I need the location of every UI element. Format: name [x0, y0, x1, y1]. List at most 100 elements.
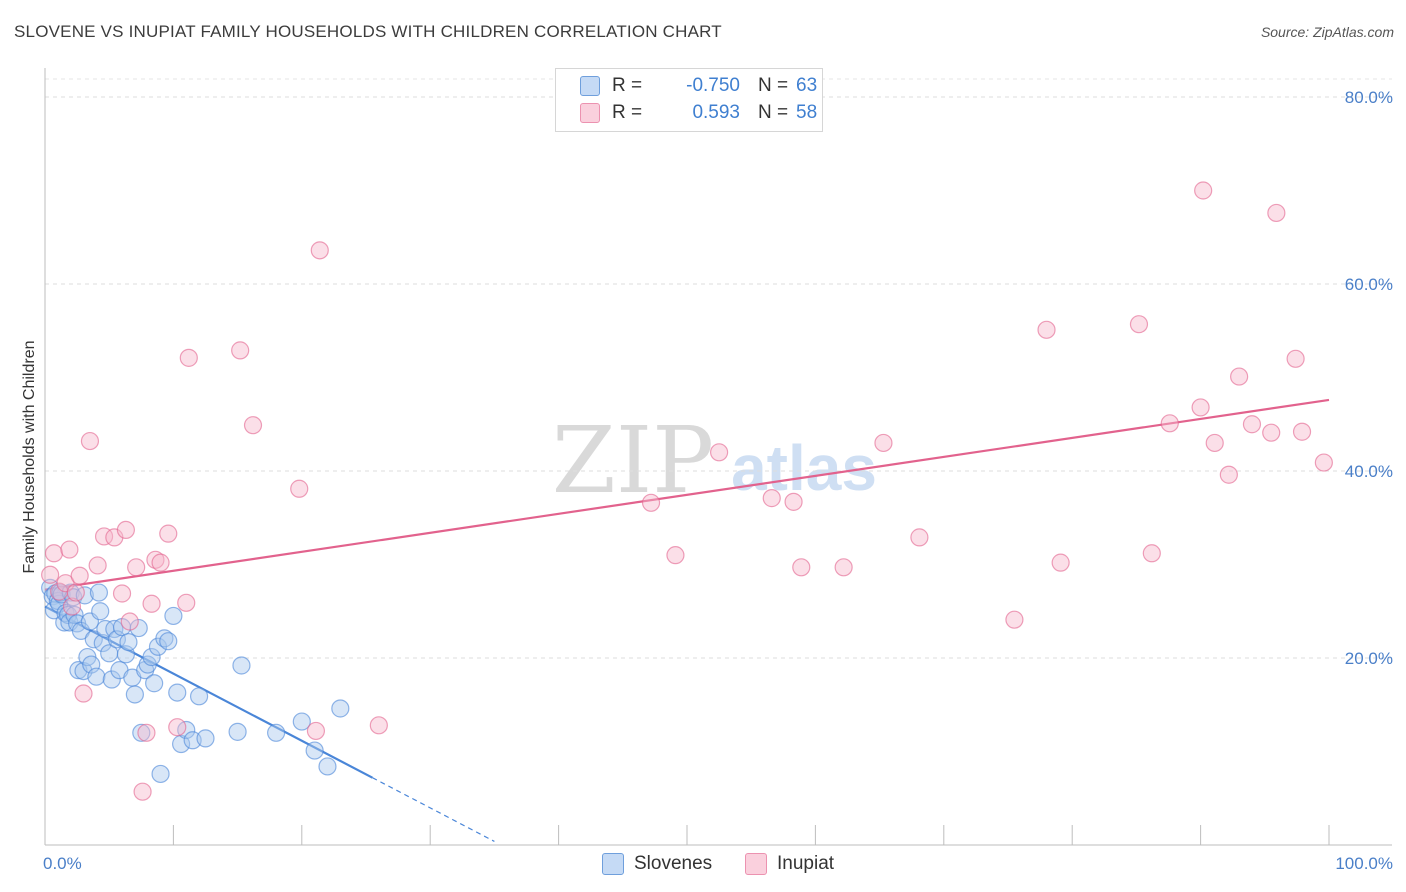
- point-slovenes: [172, 734, 191, 754]
- point-inupiat: [1205, 433, 1224, 453]
- point-slovenes: [267, 723, 286, 742]
- point-inupiat: [369, 716, 388, 735]
- y-axis-label: Family Households with Children: [21, 341, 38, 574]
- point-slovenes: [159, 632, 178, 651]
- legend-r-label: R =: [612, 75, 643, 96]
- point-inupiat: [127, 558, 146, 577]
- stats-legend: R = -0.750 N = 63 R = 0.593 N = 58: [555, 68, 823, 132]
- point-inupiat: [60, 540, 79, 559]
- point-inupiat: [159, 524, 178, 543]
- point-slovenes: [91, 602, 110, 621]
- point-inupiat: [179, 348, 198, 367]
- point-inupiat: [666, 546, 685, 565]
- point-inupiat: [137, 723, 156, 742]
- point-slovenes: [232, 656, 251, 675]
- point-inupiat: [1286, 349, 1305, 368]
- legend-swatch-inupiat: [745, 853, 767, 875]
- point-inupiat: [120, 612, 139, 631]
- point-inupiat: [1242, 415, 1262, 434]
- point-inupiat: [56, 574, 75, 593]
- tick-labels: 20.0% 40.0% 60.0% 80.0% 0.0% 100.0%: [43, 88, 1393, 873]
- point-inupiat: [1160, 414, 1179, 433]
- point-inupiat: [910, 528, 929, 547]
- chart-title: SLOVENE VS INUPIAT FAMILY HOUSEHOLDS WIT…: [14, 22, 722, 41]
- point-slovenes: [119, 633, 138, 652]
- point-inupiat: [1292, 422, 1312, 441]
- x-tick-label: 100.0%: [1335, 854, 1393, 873]
- point-slovenes: [129, 618, 148, 638]
- point-inupiat: [641, 493, 661, 512]
- point-inupiat: [80, 431, 100, 451]
- source-credit: Source: ZipAtlas.com: [1260, 24, 1394, 40]
- point-inupiat: [1219, 465, 1238, 484]
- point-inupiat: [306, 721, 326, 741]
- point-slovenes: [142, 647, 161, 667]
- legend-n-value: 58: [796, 102, 818, 123]
- y-tick-label: 40.0%: [1345, 462, 1393, 481]
- point-slovenes: [132, 723, 151, 742]
- point-inupiat: [1191, 398, 1210, 417]
- trendline-slovenes-extension: [372, 777, 495, 842]
- legend-r-value: 0.593: [692, 102, 740, 123]
- point-inupiat: [177, 593, 196, 612]
- point-inupiat: [1267, 203, 1286, 223]
- point-inupiat: [874, 433, 893, 453]
- point-inupiat: [709, 443, 729, 462]
- point-inupiat: [133, 782, 152, 801]
- point-inupiat: [1129, 315, 1149, 334]
- y-tick-label: 80.0%: [1345, 88, 1393, 107]
- point-inupiat: [310, 241, 329, 260]
- point-inupiat: [1051, 553, 1070, 572]
- point-slovenes: [305, 741, 324, 760]
- point-slovenes: [93, 633, 112, 653]
- point-slovenes: [87, 667, 106, 686]
- point-inupiat: [70, 566, 89, 585]
- point-slovenes: [84, 630, 103, 649]
- point-slovenes: [125, 685, 144, 704]
- legend-r-value: -0.750: [686, 75, 740, 96]
- legend-r-label: R =: [612, 102, 643, 123]
- point-inupiat: [1194, 181, 1213, 200]
- point-inupiat: [1037, 320, 1056, 339]
- point-slovenes: [189, 687, 209, 706]
- point-inupiat: [1314, 453, 1333, 472]
- point-slovenes: [145, 674, 164, 693]
- point-inupiat: [168, 718, 187, 737]
- point-slovenes: [168, 683, 187, 702]
- point-inupiat: [44, 544, 64, 563]
- point-inupiat: [1230, 367, 1249, 386]
- point-inupiat: [231, 341, 250, 360]
- point-inupiat: [834, 558, 853, 577]
- point-inupiat: [243, 416, 263, 435]
- point-inupiat: [784, 492, 803, 511]
- legend-n-label: N =: [758, 102, 789, 123]
- data-points: [41, 181, 1333, 801]
- point-inupiat: [66, 583, 85, 602]
- y-tick-label: 60.0%: [1345, 275, 1393, 294]
- point-slovenes: [151, 764, 170, 784]
- point-inupiat: [290, 479, 309, 498]
- point-slovenes: [331, 699, 350, 718]
- legend-label-inupiat: Inupiat: [777, 853, 835, 874]
- point-slovenes: [56, 604, 75, 623]
- point-inupiat: [151, 553, 170, 572]
- watermark-zip: ZIP: [552, 407, 714, 514]
- legend-swatch-inupiat: [580, 103, 600, 123]
- point-inupiat: [116, 520, 135, 540]
- legend-n-label: N =: [758, 75, 789, 96]
- watermark-atlas: atlas: [731, 432, 877, 504]
- grid-lines: [45, 78, 1392, 659]
- legend-swatch-slovenes: [602, 853, 624, 875]
- legend-n-value: 63: [796, 75, 818, 96]
- point-inupiat: [1005, 610, 1024, 629]
- point-inupiat: [146, 550, 165, 569]
- point-slovenes: [89, 583, 109, 602]
- point-slovenes: [102, 670, 121, 689]
- point-slovenes: [292, 712, 311, 731]
- point-inupiat: [1262, 423, 1281, 442]
- axes: [44, 68, 1392, 846]
- point-slovenes: [164, 606, 183, 626]
- point-slovenes: [196, 729, 215, 748]
- point-inupiat: [792, 558, 811, 577]
